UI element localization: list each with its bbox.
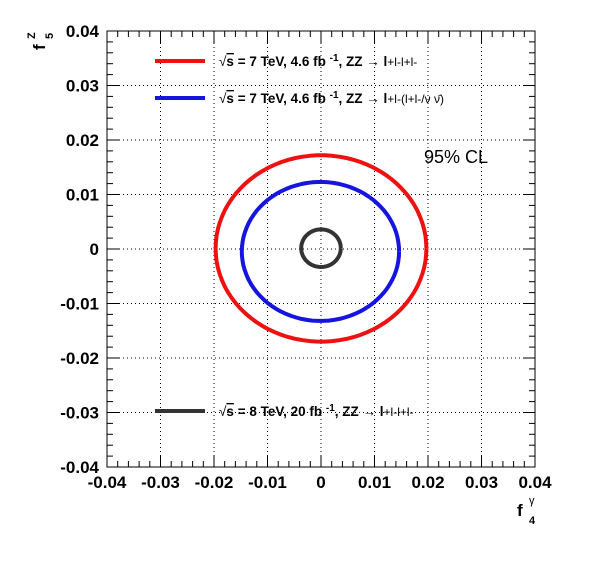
x-tick-labels: -0.04 -0.03 -0.02 -0.01 0 0.01 0.02 0.03 0.04: [88, 473, 552, 492]
y-tick-label: -0.02: [60, 349, 99, 368]
x-tick-label: 0: [316, 473, 325, 492]
y-tick-label: 0.02: [66, 131, 99, 150]
y-axis-title-sup: Z: [26, 32, 38, 39]
contour-series-1: [213, 153, 429, 344]
y-tick-label: 0: [90, 240, 99, 259]
x-tick-label: 0.02: [411, 473, 444, 492]
legend-label-2: √s = 7 TeV, 4.6 fb -1, ZZ → l+l-(l+l-/ν …: [219, 90, 444, 107]
svg-text:f: f: [30, 44, 49, 50]
legend-label-1: √s = 7 TeV, 4.6 fb -1, ZZ → l+l-l+l-: [219, 53, 417, 70]
y-tick-label: 0.03: [66, 77, 99, 96]
y-tick-label: -0.01: [60, 295, 99, 314]
x-tick-label: -0.04: [88, 473, 127, 492]
y-tick-label: 0.04: [66, 22, 100, 41]
x-axis-title-sup: γ: [529, 495, 535, 507]
y-axis-title: f 5 Z: [26, 32, 56, 50]
ticks: [106, 30, 536, 468]
x-axis-title-sub: 4: [529, 515, 536, 527]
grid: [107, 31, 535, 467]
x-tick-label: 0.04: [518, 473, 552, 492]
x-tick-label: -0.03: [141, 473, 180, 492]
contour-curves: [213, 153, 429, 344]
y-axis-title-sub: 5: [44, 33, 56, 39]
x-axis-title: f 4 γ: [517, 495, 536, 527]
svg-text:f: f: [517, 501, 523, 520]
x-tick-label: 0.01: [358, 473, 391, 492]
y-tick-label: 0.01: [66, 186, 99, 205]
contour-series-3: [299, 227, 343, 269]
x-tick-label: -0.01: [248, 473, 287, 492]
cl-annotation: 95% CL: [424, 147, 488, 167]
x-tick-label: -0.02: [195, 473, 234, 492]
contour-series-2: [239, 180, 402, 323]
y-tick-label: -0.03: [60, 404, 99, 423]
y-tick-labels: 0.04 0.03 0.02 0.01 0 -0.01 -0.02 -0.03 -0.04: [60, 22, 99, 477]
legend: √s = 7 TeV, 4.6 fb -1, ZZ → l+l-l+l- √s =…: [155, 53, 444, 420]
x-tick-label: 0.03: [465, 473, 498, 492]
y-tick-label: -0.04: [60, 458, 99, 477]
legend-label-3: √s = 8 TeV, 20 fb -1, ZZ → l+l-l+l-: [219, 403, 414, 420]
